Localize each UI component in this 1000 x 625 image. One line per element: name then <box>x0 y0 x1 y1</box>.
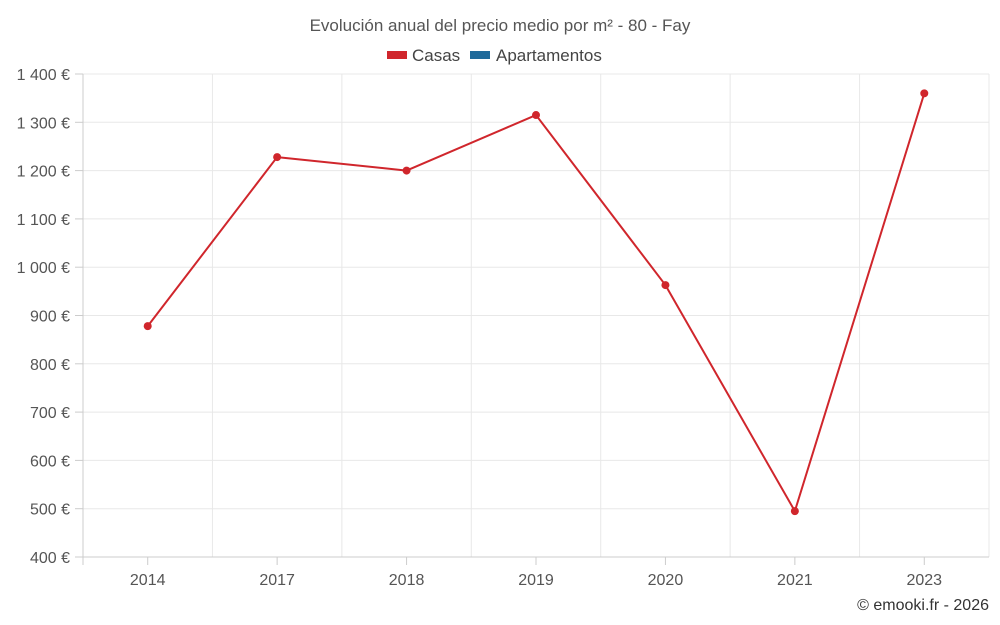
data-point-2018[interactable] <box>402 166 411 175</box>
data-point-2014[interactable] <box>143 322 152 331</box>
y-tick-label: 1 300 € <box>17 115 70 132</box>
y-tick-label: 900 € <box>30 309 70 326</box>
x-tick-label: 2014 <box>130 572 166 589</box>
series-casas <box>143 89 929 516</box>
y-axis-tick-labels: 400 € 500 € 600 € 700 € 800 € 900 € 1 000 € 1 1… <box>17 67 70 567</box>
y-tick-label: 500 € <box>30 502 70 519</box>
data-point-2019[interactable] <box>532 111 540 120</box>
y-tick-label: 800 € <box>30 357 70 374</box>
legend-label-casas: Casas <box>412 46 460 65</box>
axes <box>75 73 989 565</box>
y-tick-label: 400 € <box>30 550 70 567</box>
data-point-2023[interactable] <box>920 89 929 98</box>
x-tick-label: 2021 <box>777 572 813 589</box>
grid <box>83 73 990 557</box>
y-tick-label: 1 100 € <box>17 212 70 229</box>
x-tick-label: 2023 <box>906 572 942 589</box>
y-tick-label: 1 400 € <box>17 67 70 84</box>
chart-title: Evolución anual del precio medio por m² … <box>310 16 691 35</box>
data-point-2021[interactable] <box>790 507 799 516</box>
x-tick-label: 2017 <box>259 572 295 589</box>
x-tick-label: 2018 <box>389 572 425 589</box>
legend-swatch-apartamentos <box>470 51 490 59</box>
x-tick-label: 2020 <box>648 572 684 589</box>
y-tick-label: 600 € <box>30 453 70 470</box>
data-point-2020[interactable] <box>661 281 670 290</box>
legend-swatch-casas <box>387 51 407 59</box>
y-tick-label: 1 200 € <box>17 164 70 181</box>
data-point-2017[interactable] <box>273 153 282 162</box>
legend-label-apartamentos: Apartamentos <box>496 46 602 65</box>
y-tick-label: 1 000 € <box>17 260 70 277</box>
x-tick-label: 2019 <box>518 572 554 589</box>
legend-item-casas[interactable]: Casas <box>387 46 460 65</box>
x-axis-tick-labels: 2014 2017 2018 2019 2020 2021 2023 <box>130 572 942 589</box>
y-tick-label: 700 € <box>30 405 70 422</box>
footer-credit: © emooki.fr - 2026 <box>857 597 989 614</box>
legend[interactable]: Casas Apartamentos <box>387 46 602 65</box>
legend-item-apartamentos[interactable]: Apartamentos <box>470 46 602 65</box>
series-line-casas <box>146 93 926 513</box>
